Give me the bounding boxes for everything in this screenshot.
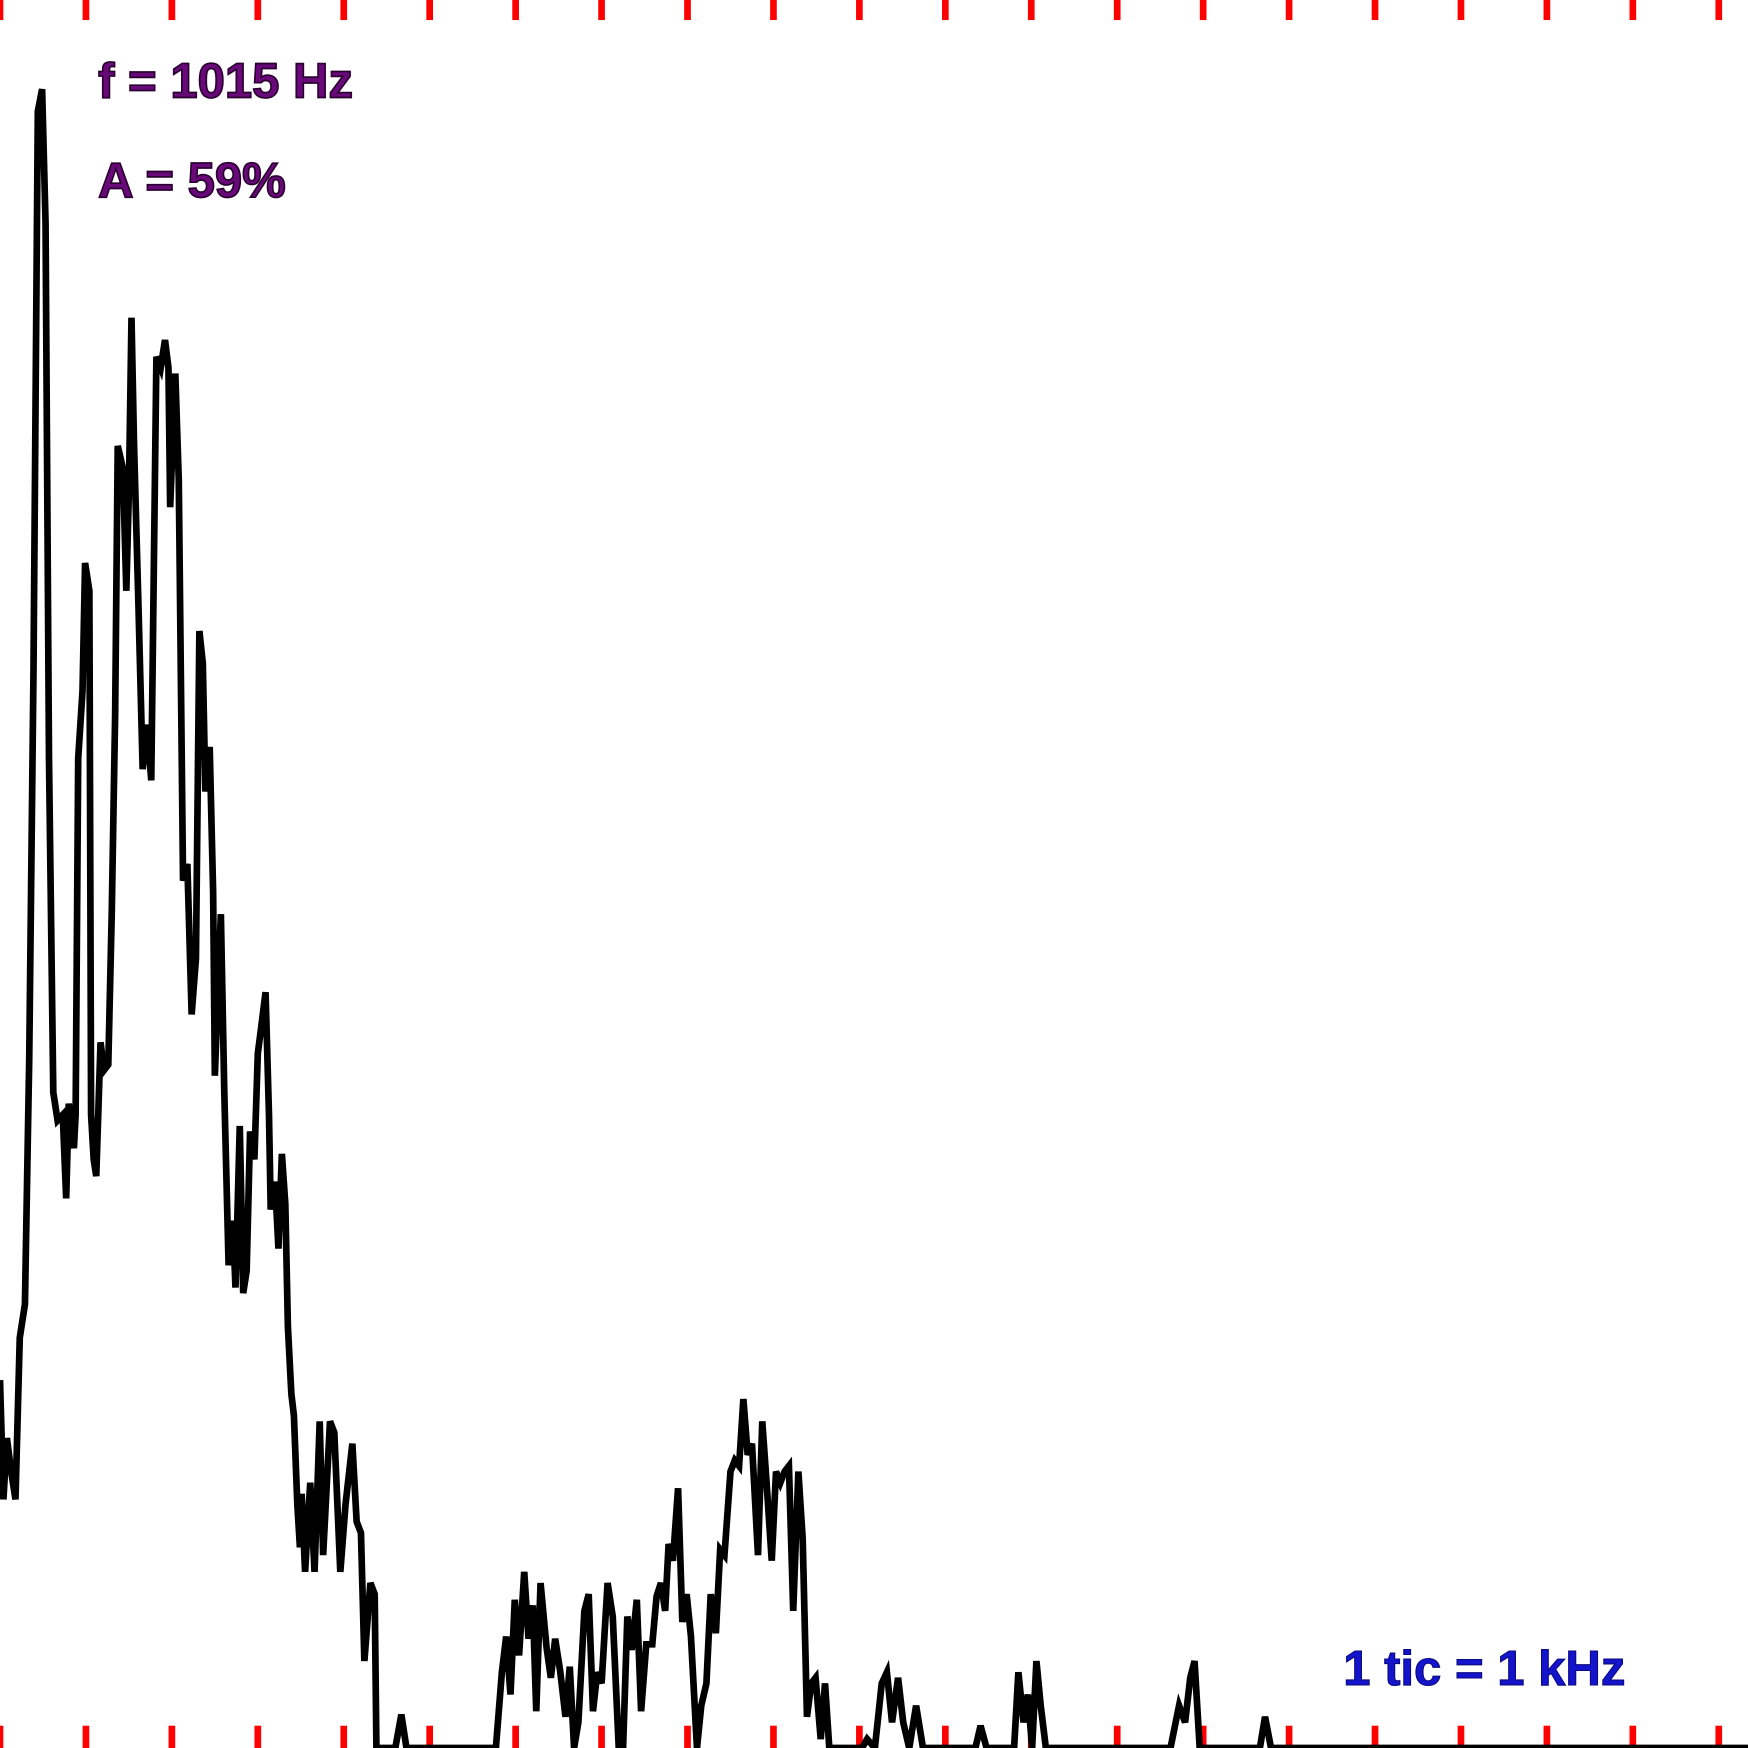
scale-note: 1 tic = 1 kHz [1343, 1642, 1625, 1696]
spectrum-line [0, 88, 1748, 1748]
frequency-readout: f = 1015 Hz [98, 55, 353, 109]
amplitude-readout: A = 59% [98, 154, 286, 208]
